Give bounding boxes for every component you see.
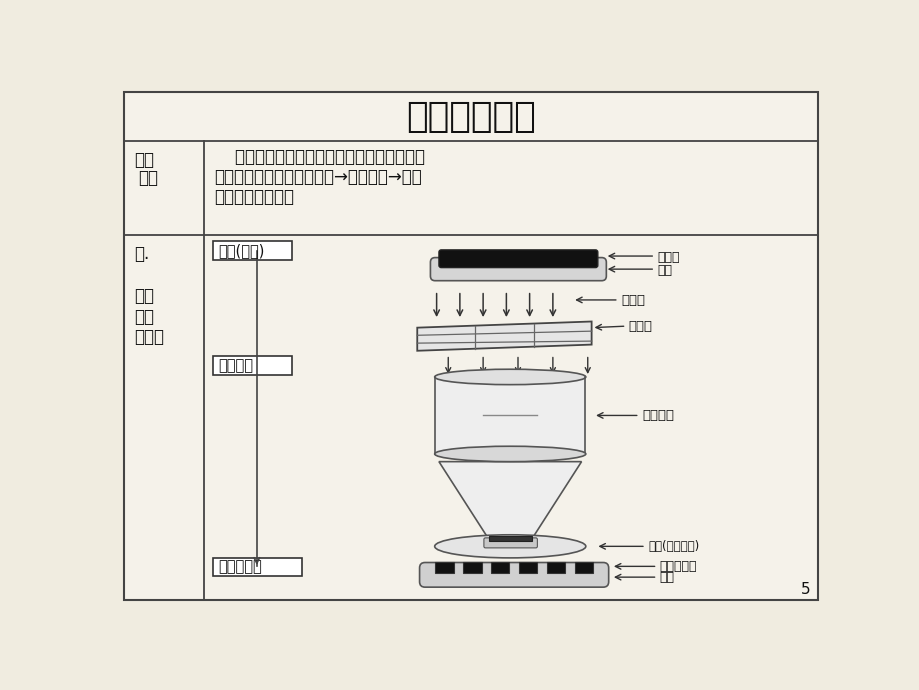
FancyBboxPatch shape (213, 356, 292, 375)
Polygon shape (417, 322, 591, 351)
Bar (435, 562, 453, 573)
Bar (546, 562, 564, 573)
Ellipse shape (434, 369, 585, 384)
Text: 光刻: 光刻 (134, 287, 154, 305)
Bar (491, 562, 509, 573)
Text: 与外观三个过程。: 与外观三个过程。 (214, 188, 294, 206)
Text: 硅片(每光刻胶): 硅片(每光刻胶) (648, 540, 698, 553)
Text: 定义: 定义 (138, 169, 158, 187)
Text: 硅片: 硅片 (657, 264, 672, 277)
FancyBboxPatch shape (430, 257, 606, 281)
Polygon shape (438, 462, 581, 542)
Text: 光刻胶图形: 光刻胶图形 (659, 560, 697, 573)
FancyBboxPatch shape (213, 241, 292, 260)
Text: 对准曝光: 对准曝光 (218, 357, 253, 373)
Bar (518, 562, 537, 573)
Text: 光刻胶: 光刻胶 (657, 250, 679, 264)
Text: 匀胶(涂布): 匀胶(涂布) (218, 243, 264, 258)
Text: 一、: 一、 (134, 150, 154, 168)
FancyBboxPatch shape (213, 558, 301, 576)
Ellipse shape (434, 535, 585, 558)
Bar (489, 536, 531, 541)
Bar (574, 562, 593, 573)
Text: 示意图: 示意图 (134, 328, 165, 346)
Bar (462, 562, 481, 573)
Text: 现像与外观: 现像与外观 (218, 560, 262, 575)
Text: 掩模版: 掩模版 (629, 320, 652, 333)
Text: 缩小透镜: 缩小透镜 (641, 409, 674, 422)
FancyBboxPatch shape (419, 562, 608, 587)
Text: 5: 5 (800, 582, 810, 597)
Bar (435, 377, 585, 454)
Ellipse shape (434, 446, 585, 462)
Text: 紫外线: 紫外线 (621, 294, 645, 307)
FancyBboxPatch shape (438, 250, 597, 268)
Text: 光刻就是形成离子注入掩膜图形或刻蚀掩膜: 光刻就是形成离子注入掩膜图形或刻蚀掩膜 (214, 148, 425, 166)
FancyBboxPatch shape (483, 538, 537, 548)
Text: 二.: 二. (134, 244, 150, 262)
Text: 光刻工艺简介: 光刻工艺简介 (406, 101, 536, 135)
Text: 图形的工序，它包括：匀胶→对准曝光→现像: 图形的工序，它包括：匀胶→对准曝光→现像 (214, 168, 422, 186)
Text: 过程: 过程 (134, 308, 154, 326)
Text: 硅片: 硅片 (659, 571, 675, 584)
